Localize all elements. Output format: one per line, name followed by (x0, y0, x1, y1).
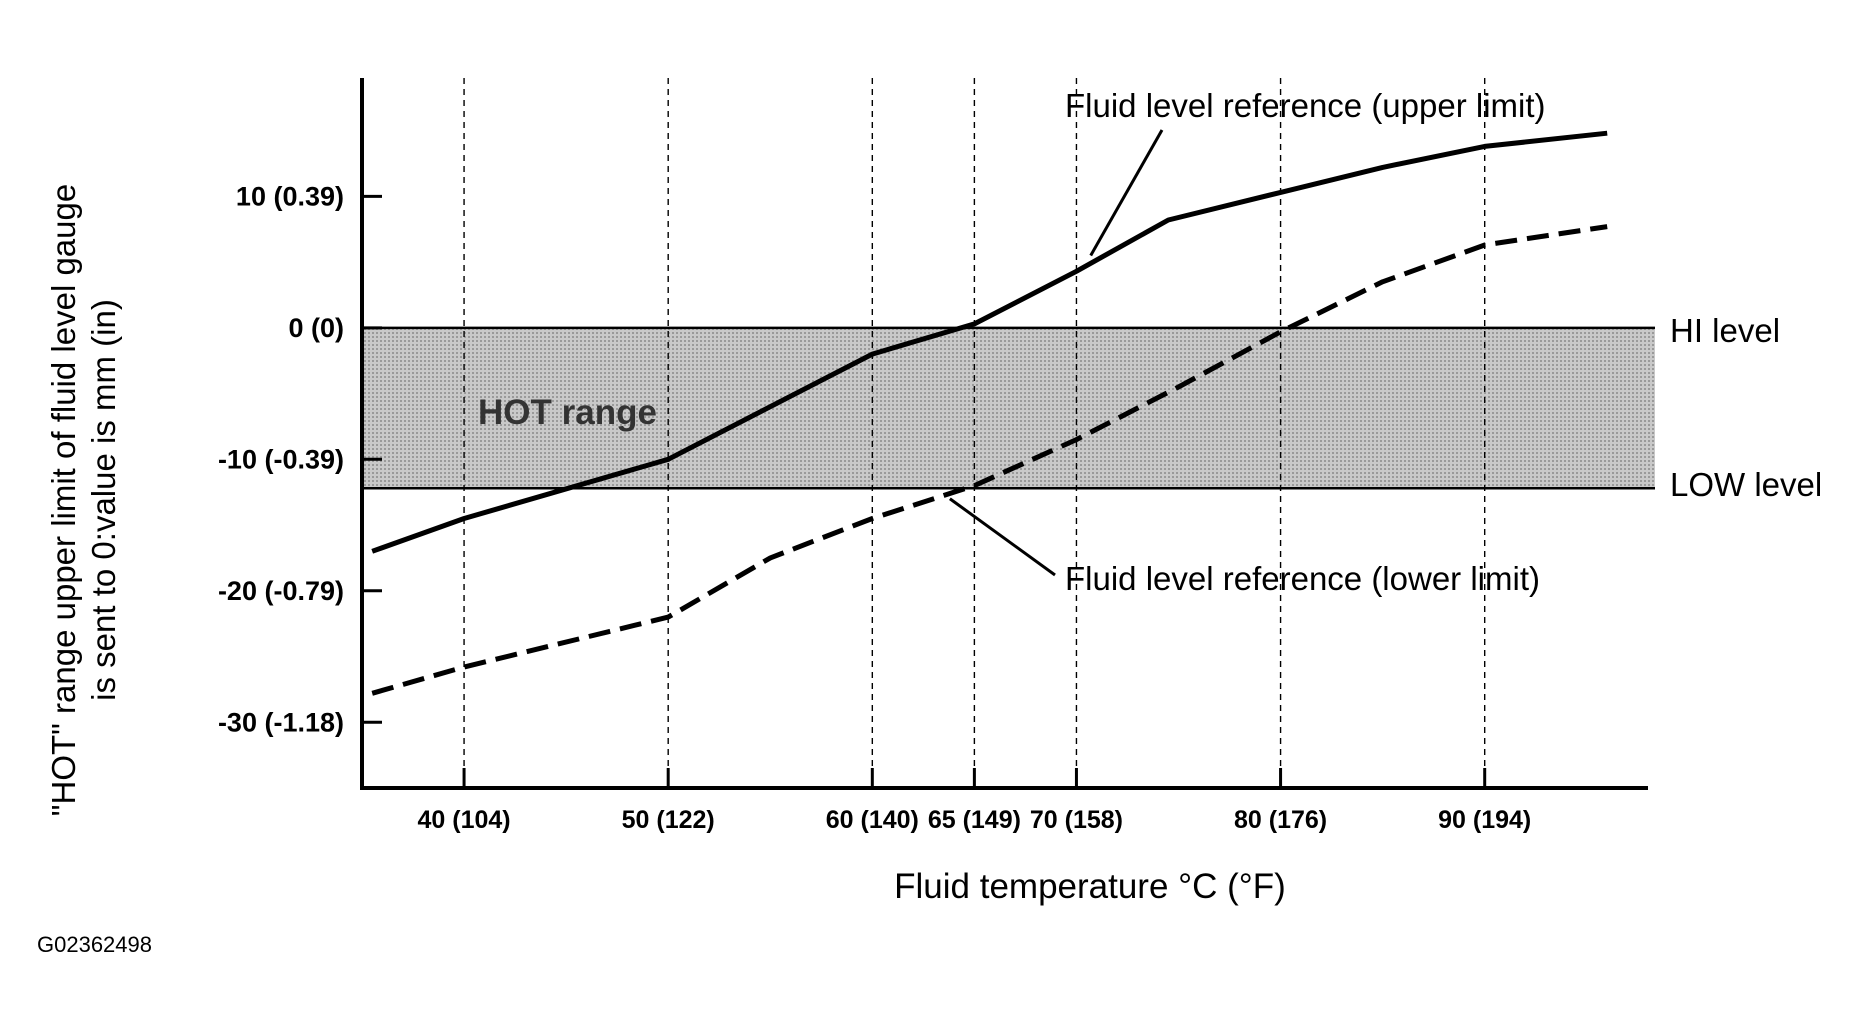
hot-range-label: HOT range (478, 393, 657, 432)
x-tick-label: 70 (158) (1030, 806, 1123, 834)
series-layer (371, 130, 1608, 696)
x-tick-label: 90 (194) (1438, 806, 1531, 834)
upper-limit-leader-line (1089, 129, 1164, 257)
figure-id: G02362498 (37, 932, 152, 957)
x-tick-label: 65 (149) (928, 806, 1021, 834)
low-level-label: LOW level (1670, 466, 1822, 503)
x-tick-label: 80 (176) (1234, 806, 1327, 834)
hi-level-label: HI level (1670, 312, 1780, 349)
x-tick-label: 40 (104) (418, 806, 511, 834)
annotation-layer (949, 129, 1164, 577)
y-tick-label: 0 (0) (288, 313, 344, 343)
y-tick-label: 10 (0.39) (236, 181, 344, 211)
y-axis-label: "HOT" range upper limit of fluid level g… (45, 184, 122, 816)
y-tick-label: -30 (-1.18) (218, 707, 344, 737)
lower-limit-line (371, 224, 1608, 696)
y-tick-label: -10 (-0.39) (218, 444, 344, 474)
hot-range-band (362, 327, 1655, 489)
lower-limit-leader-line (949, 497, 1056, 577)
lower-limit-annotation: Fluid level reference (lower limit) (1065, 560, 1540, 597)
hot-range-band-layer (362, 326, 1655, 490)
x-tick-label: 60 (140) (826, 806, 919, 834)
axis-layer: 10 (0.39) 0 (0) -10 (-0.39) -20 (-0.79) -30 … (218, 78, 1648, 834)
upper-limit-annotation: Fluid level reference (upper limit) (1065, 87, 1546, 124)
x-axis-label: Fluid temperature °C (°F) (894, 867, 1286, 906)
y-tick-label: -20 (-0.79) (218, 576, 344, 606)
y-axis-label-line-2: is sent to 0:value is mm (in) (85, 299, 122, 701)
y-axis-label-line-1: "HOT" range upper limit of fluid level g… (45, 184, 82, 816)
x-tick-label: 50 (122) (622, 806, 715, 834)
grid-layer (463, 78, 1486, 788)
upper-limit-line (371, 130, 1608, 554)
